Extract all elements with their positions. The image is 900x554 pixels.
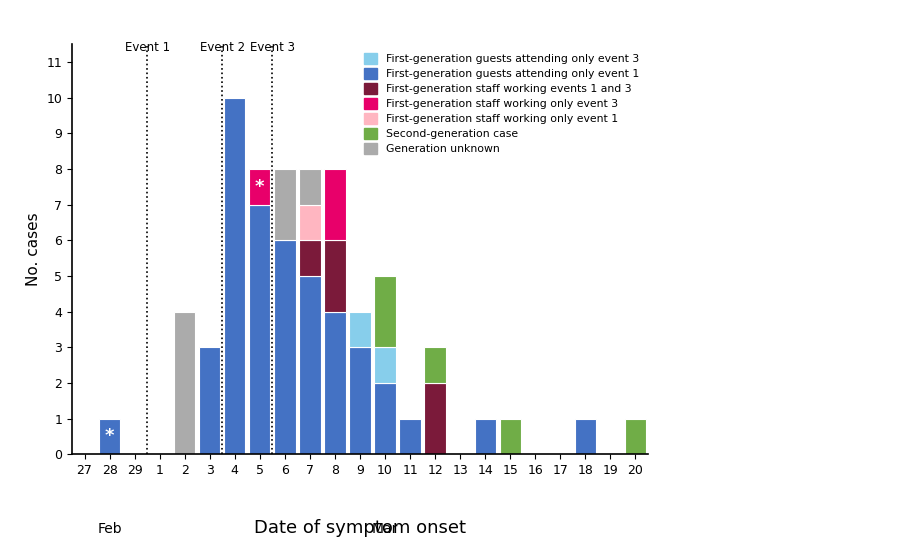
Text: Event 1: Event 1 (124, 42, 170, 54)
Bar (324, 169, 346, 240)
Bar (300, 276, 320, 454)
Text: *: * (255, 178, 265, 196)
Bar (199, 347, 220, 454)
Bar (625, 419, 646, 454)
Bar (349, 347, 371, 454)
Text: *: * (104, 428, 114, 445)
Bar (400, 419, 420, 454)
Bar (300, 169, 320, 205)
Bar (324, 312, 346, 454)
Bar (224, 98, 246, 454)
Bar (374, 347, 396, 383)
Bar (374, 276, 396, 347)
Bar (300, 205, 320, 240)
Bar (575, 419, 596, 454)
Bar (249, 169, 271, 205)
Text: Event 3: Event 3 (250, 42, 295, 54)
Text: Feb: Feb (97, 522, 122, 536)
Bar (324, 240, 346, 312)
Bar (300, 240, 320, 276)
Text: Event 2: Event 2 (200, 42, 245, 54)
Bar (99, 419, 121, 454)
Bar (274, 240, 295, 454)
Bar (274, 169, 295, 240)
Bar (349, 312, 371, 347)
Bar (249, 205, 271, 454)
Bar (425, 383, 446, 454)
Bar (174, 312, 195, 454)
Bar (374, 383, 396, 454)
X-axis label: Date of symptom onset: Date of symptom onset (254, 519, 466, 537)
Bar (500, 419, 521, 454)
Text: Mar: Mar (372, 522, 398, 536)
Bar (425, 347, 446, 383)
Legend: First-generation guests attending only event 3, First-generation guests attendin: First-generation guests attending only e… (361, 50, 643, 157)
Y-axis label: No. cases: No. cases (26, 213, 40, 286)
Bar (474, 419, 496, 454)
